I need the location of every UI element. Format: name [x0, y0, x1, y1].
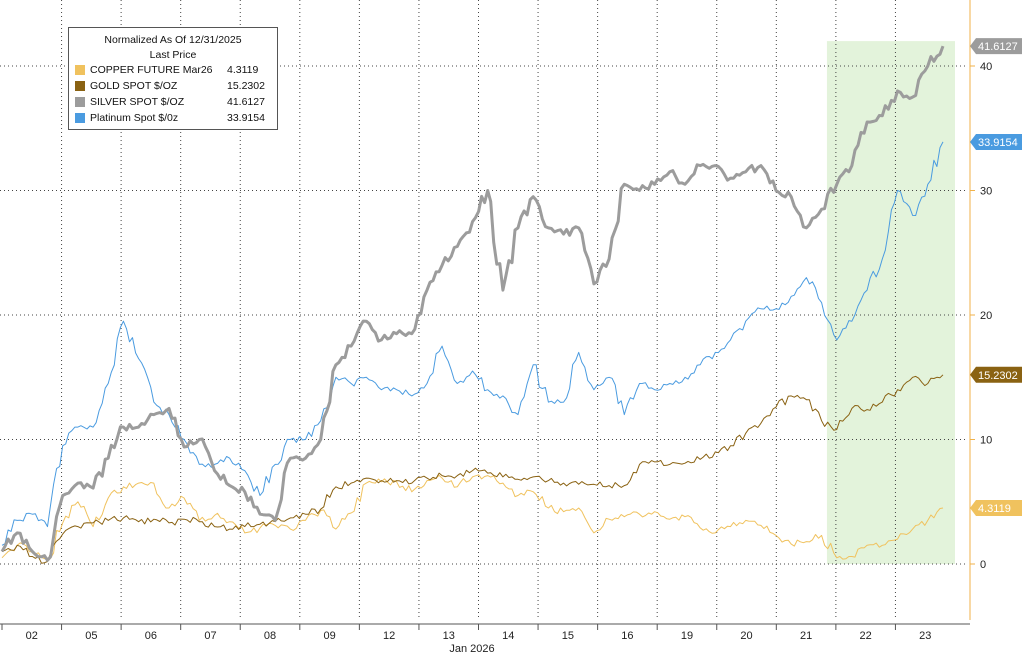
legend-row-silver: SILVER SPOT $/OZ 41.6127: [69, 94, 277, 110]
gridlines: [0, 0, 968, 620]
y-tick-label: 40: [980, 61, 992, 73]
y-tick-label: 30: [980, 186, 992, 198]
x-tick-label: 20: [740, 630, 752, 642]
x-tick-label: 02: [26, 630, 38, 642]
y-axis-ticks: 0 10 20 30 40: [970, 61, 992, 571]
legend-subtitle: Last Price: [149, 49, 197, 61]
x-tick-label: 12: [383, 630, 395, 642]
last-value-tag-copper: [970, 499, 1022, 516]
last-value-label: 15.2302: [978, 370, 1018, 382]
x-tick-label: 22: [860, 630, 872, 642]
highlight-region: [826, 41, 955, 565]
x-tick-label: 16: [621, 630, 633, 642]
legend-row-gold: GOLD SPOT $/OZ 15.2302: [69, 78, 277, 94]
last-value-label: 33.9154: [978, 137, 1018, 149]
last-value-tag-gold: [970, 366, 1022, 383]
x-tick-label: 08: [264, 630, 276, 642]
legend: Normalized As Of 12/31/2025 Last Price C…: [68, 27, 278, 130]
silver-swatch: [75, 97, 85, 107]
x-axis-ticks: 02 05 06 07 08 09 12 13 14 15 16 19 20 21 22 23: [1, 624, 931, 642]
legend-row-platinum: Platinum Spot $/0z 33.9154: [69, 110, 277, 126]
x-tick-label: 06: [145, 630, 157, 642]
x-tick-label: 19: [681, 630, 693, 642]
last-value-label: 41.6127: [978, 41, 1018, 53]
legend-label: COPPER FUTURE Mar26: [90, 64, 213, 76]
series-group: [0, 45, 945, 564]
last-value-tags: 4.3119 15.2302 41.6127 33.9154: [970, 38, 1022, 516]
legend-label: GOLD SPOT $/OZ: [90, 80, 178, 92]
x-tick-label: 05: [85, 630, 97, 642]
x-tick-label: 14: [502, 630, 514, 642]
y-tick-label: 10: [980, 435, 992, 447]
series-line-silver: [0, 45, 945, 562]
y-tick-label: 0: [980, 559, 986, 571]
x-tick-label: 15: [562, 630, 574, 642]
gold-swatch: [75, 81, 85, 91]
legend-value: 41.6127: [227, 96, 265, 108]
series-line-copper: [1, 474, 944, 561]
legend-value: 4.3119: [227, 64, 259, 76]
x-axis-label: Jan 2026: [449, 643, 494, 655]
legend-value: 15.2302: [227, 80, 265, 92]
series-line-gold: [1, 374, 944, 564]
x-tick-label: 13: [443, 630, 455, 642]
legend-row-copper: COPPER FUTURE Mar26 4.3119: [69, 62, 277, 78]
last-value-tag-platinum: [970, 133, 1022, 150]
legend-value: 33.9154: [227, 112, 265, 124]
legend-title: Normalized As Of 12/31/2025: [104, 34, 242, 46]
y-tick-label: 20: [980, 310, 992, 322]
legend-label: Platinum Spot $/0z: [90, 112, 179, 124]
copper-swatch: [75, 65, 85, 75]
legend-label: SILVER SPOT $/OZ: [90, 96, 185, 108]
x-tick-label: 09: [323, 630, 335, 642]
last-value-label: 4.3119: [978, 503, 1011, 515]
x-tick-label: 07: [204, 630, 216, 642]
platinum-swatch: [75, 113, 85, 123]
series-line-platinum: [1, 141, 944, 546]
x-tick-label: 23: [919, 630, 931, 642]
last-value-tag-silver: [970, 38, 1022, 55]
x-tick-label: 21: [800, 630, 812, 642]
